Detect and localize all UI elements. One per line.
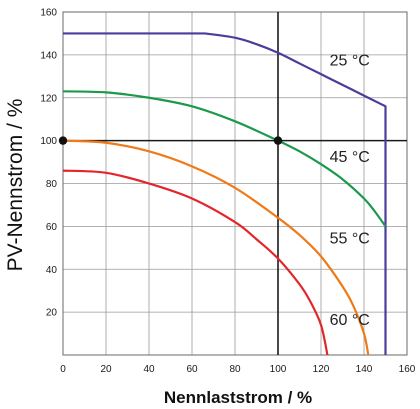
y-tick-label-1: 40	[46, 265, 58, 276]
series-line-2	[62, 139, 370, 356]
y-axis-label: PV-Nennstrom / %	[4, 99, 27, 272]
series-line-3	[62, 169, 329, 356]
series-group	[62, 32, 387, 356]
x-tick-label-5: 100	[270, 364, 287, 375]
x-tick-label-0: 0	[60, 364, 66, 375]
y-tick-label-5: 120	[40, 93, 57, 104]
y-tick-label-7: 160	[40, 8, 57, 19]
x-tick-label-1: 20	[100, 364, 112, 375]
reference-points	[58, 136, 283, 145]
x-tick-label-3: 60	[186, 364, 198, 375]
plot-frame	[62, 11, 408, 356]
series-annotation-1: 45 °C	[330, 149, 370, 166]
series-annotation-0: 25 °C	[330, 53, 370, 70]
y-tick-labels: 20 40 60 80 100 120 140 160	[40, 8, 57, 319]
x-axis-label: Nennlaststrom / %	[164, 388, 312, 407]
x-tick-label-8: 160	[399, 364, 416, 375]
x-tick-labels: 0 20 40 60 80 100 120 140 160	[60, 364, 416, 375]
reference-point-0	[58, 136, 68, 145]
y-tick-label-0: 20	[46, 308, 58, 319]
x-tick-label-2: 40	[143, 364, 155, 375]
series-annotation-3: 60 °C	[330, 312, 370, 329]
y-tick-label-2: 60	[46, 222, 58, 233]
y-tick-label-3: 80	[46, 179, 58, 190]
reference-point-1	[273, 136, 283, 145]
x-tick-label-4: 80	[229, 364, 241, 375]
y-tick-label-4: 100	[40, 136, 57, 147]
series-line-1	[62, 90, 387, 228]
reference-lines	[63, 12, 407, 355]
y-tick-label-6: 140	[40, 50, 57, 61]
x-tick-label-6: 120	[313, 364, 330, 375]
series-annotation-2: 55 °C	[330, 231, 370, 248]
x-tick-label-7: 140	[356, 364, 373, 375]
series-line-0	[63, 32, 387, 355]
series-annotations: 25 °C 45 °C 55 °C 60 °C	[330, 53, 370, 329]
